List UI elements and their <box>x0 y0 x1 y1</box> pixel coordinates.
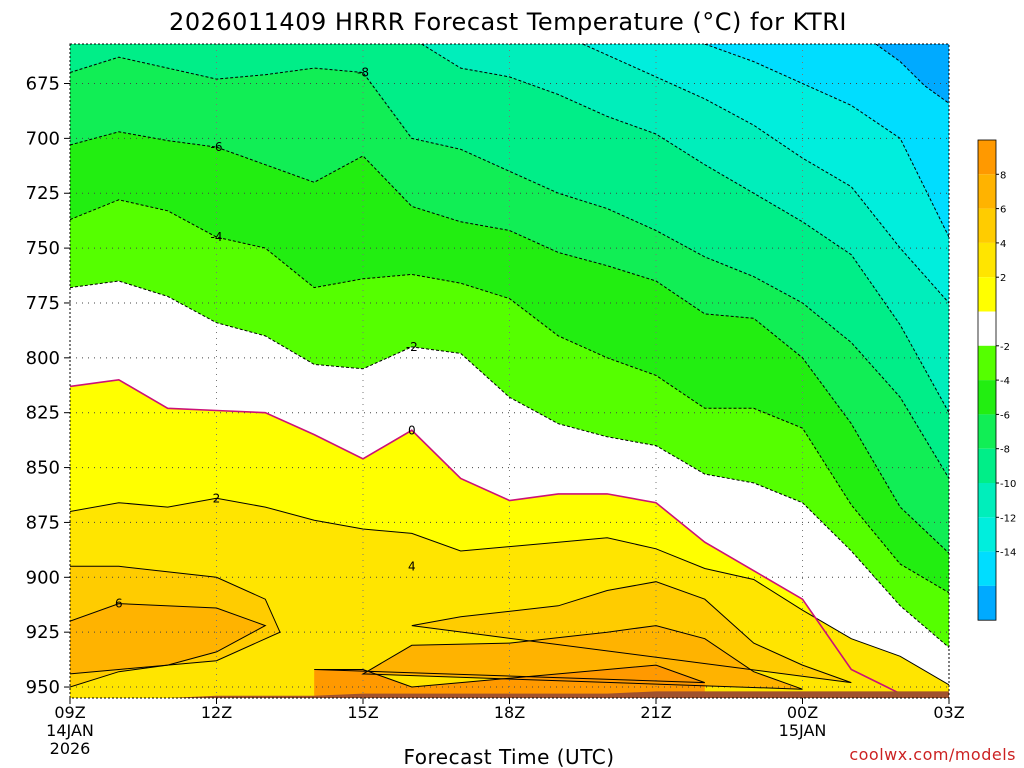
isotherm-minus16 <box>875 44 949 104</box>
isotherm-minus8 <box>70 56 949 479</box>
colorbar-label: -2 <box>1000 342 1010 353</box>
chart-title: 2026011409 HRRR Forecast Temperature (°C… <box>169 8 847 36</box>
contour-label: -6 <box>211 140 223 154</box>
colorbar-label: -14 <box>1000 548 1016 559</box>
contour-label-text: -8 <box>357 66 369 80</box>
isotherm-6 <box>70 603 267 675</box>
colorbar-swatch <box>978 311 996 346</box>
colorbar: 8 6 4 2 -2 -4 -6 -8 -10 -12 -14 <box>977 139 1016 621</box>
contour-labels: 6 4 2 0 -2 -4 -6 -8 <box>115 66 418 611</box>
y-tick-label: 750 <box>26 238 60 259</box>
contour-label-text: 2 <box>213 491 221 505</box>
x-tick-label: 12Z <box>201 703 232 722</box>
contour-label: -4 <box>211 230 223 244</box>
colorbar-swatch <box>978 414 996 449</box>
x-tick-label: 09Z <box>54 703 85 722</box>
isotherm-minus2 <box>70 280 949 648</box>
colorbar-swatch <box>978 345 996 381</box>
isotherm-4 <box>70 565 281 688</box>
contour-label-text: 0 <box>408 423 416 437</box>
y-tick-label: 800 <box>26 348 60 369</box>
colorbar-swatch <box>978 208 996 243</box>
isotherm-6 <box>361 625 803 690</box>
contour-label-text: -4 <box>211 230 223 244</box>
x-tick-label: 21Z <box>640 703 671 722</box>
colorbar-swatch <box>978 380 996 415</box>
colorbar-label: -8 <box>1000 445 1010 456</box>
contour-label: -8 <box>357 66 369 80</box>
contour-label: 6 <box>115 597 123 611</box>
contour-label-text: -6 <box>211 140 223 154</box>
colorbar-label: -12 <box>1000 513 1016 524</box>
colorbar-frame <box>977 139 997 621</box>
plot-area: 6 4 2 0 -2 -4 -6 -8 <box>70 44 949 698</box>
contour-label-text: 6 <box>115 597 123 611</box>
contour-label: 0 <box>408 423 416 437</box>
isotherm-minus12 <box>582 44 949 304</box>
colorbar-swatch <box>978 140 996 175</box>
contour-label: 2 <box>213 491 221 505</box>
x-tick-year: 2026 <box>50 739 91 758</box>
colorbar-swatch <box>978 174 996 209</box>
colorbar-swatch <box>978 483 996 518</box>
colorbar-label: -6 <box>1000 410 1010 421</box>
colorbar-swatch <box>978 585 996 621</box>
band-8-10 <box>314 665 705 698</box>
isotherm-0 <box>70 378 901 695</box>
y-tick-label: 875 <box>26 512 60 533</box>
colorbar-swatch <box>978 517 996 552</box>
colorbar-label: -10 <box>1000 479 1016 490</box>
y-tick-label: 775 <box>26 293 60 314</box>
x-tick-label: 15Z <box>347 703 378 722</box>
colorbar-label: 2 <box>1000 273 1006 284</box>
isotherm-minus6 <box>70 131 949 554</box>
colorbar-label: 8 <box>1000 170 1006 181</box>
contour-label-text: -2 <box>406 340 418 354</box>
isotherm-4 <box>314 664 705 688</box>
x-axis-label: Forecast Time (UTC) <box>403 745 614 768</box>
isotherm-4 <box>411 581 852 684</box>
colorbar-label: 6 <box>1000 205 1006 216</box>
band-6-8-right <box>363 625 803 690</box>
y-tick-label: 725 <box>26 183 60 204</box>
colorbar-swatch <box>978 277 996 312</box>
y-tick-label: 675 <box>26 74 60 95</box>
y-axis: 675 700 725 750 775 800 825 850 875 900 925 950 <box>26 74 70 698</box>
colorbar-swatch <box>978 242 996 278</box>
colorbar-swatch <box>978 448 996 483</box>
x-tick-date: 14JAN <box>46 721 94 740</box>
x-tick-date: 15JAN <box>779 721 827 740</box>
isotherm-minus14 <box>704 44 949 238</box>
colorbar-swatch <box>978 551 996 586</box>
isotherm-lines <box>70 44 949 695</box>
y-tick-label: 850 <box>26 458 60 479</box>
y-tick-label: 925 <box>26 622 60 643</box>
contour-label-text: 4 <box>408 559 416 573</box>
y-tick-label: 900 <box>26 567 60 588</box>
ground-surface <box>70 691 949 698</box>
colorbar-label: -4 <box>1000 376 1010 387</box>
y-tick-label: 950 <box>26 677 60 698</box>
isotherm-2 <box>70 497 949 686</box>
isotherm-minus10 <box>421 44 949 413</box>
x-tick-label: 00Z <box>787 703 818 722</box>
contour-label: 4 <box>408 559 416 573</box>
band-6-8-left <box>70 603 266 674</box>
x-tick-label: 03Z <box>933 703 964 722</box>
colorbar-label: 4 <box>1000 239 1006 250</box>
x-tick-label: 18Z <box>494 703 525 722</box>
temperature-bands <box>70 44 949 698</box>
y-tick-label: 825 <box>26 403 60 424</box>
credit-text: coolwx.com/models <box>849 745 1016 764</box>
contour-label: -2 <box>406 340 418 354</box>
y-tick-label: 700 <box>26 128 60 149</box>
isotherm-minus4 <box>70 199 949 594</box>
